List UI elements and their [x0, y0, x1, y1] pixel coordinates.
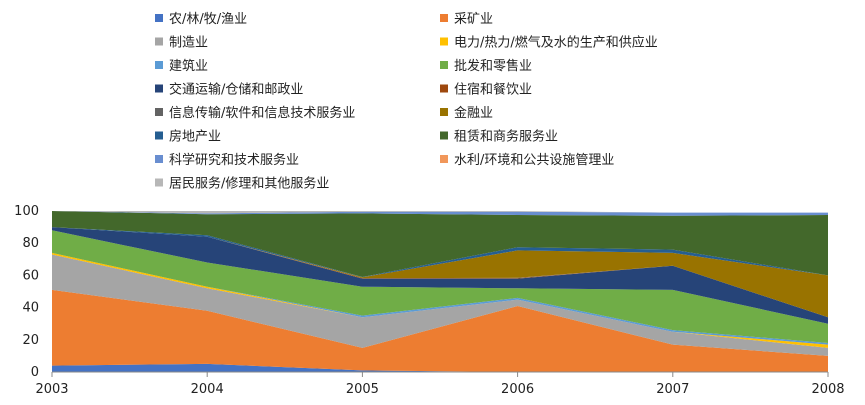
area-series — [52, 363, 828, 372]
legend-swatch — [155, 37, 163, 46]
area-series — [52, 252, 828, 348]
area-series — [52, 230, 828, 343]
legend-swatch — [440, 131, 448, 140]
y-tick-label: 40 — [22, 301, 39, 316]
legend-label: 科学研究和技术服务业 — [169, 152, 299, 168]
legend-label: 房地产业 — [169, 129, 221, 145]
area-series — [52, 289, 828, 372]
legend-swatch — [440, 84, 448, 93]
y-tick-label: 60 — [22, 268, 39, 283]
y-tick-label: 100 — [14, 204, 39, 219]
x-tick-label: 2003 — [35, 382, 68, 397]
legend-label: 批发和零售业 — [454, 58, 532, 74]
area-series — [52, 227, 828, 324]
legend-label: 信息传输/软件和信息技术服务业 — [169, 105, 355, 121]
legend-label: 交通运输/仓储和邮政业 — [169, 82, 303, 98]
legend-label: 建筑业 — [169, 58, 208, 74]
legend-label: 租赁和商务服务业 — [454, 129, 558, 145]
area-series — [52, 227, 828, 318]
area-series — [52, 211, 828, 277]
legend-label: 居民服务/修理和其他服务业 — [169, 176, 329, 192]
legend-swatch — [155, 84, 163, 93]
legend-swatch — [155, 108, 163, 116]
plot-area — [52, 211, 828, 372]
y-tick-label: 80 — [22, 236, 39, 251]
legend-label: 水利/环境和公共设施管理业 — [454, 153, 614, 168]
area-series — [52, 227, 828, 278]
axes: 0 20 40 60 80 100 2003 2004 2005 2006 2007 2008 — [14, 204, 844, 397]
x-tick-label: 2008 — [811, 382, 844, 397]
legend-label: 金融业 — [454, 105, 493, 121]
legend-swatch — [440, 61, 448, 69]
x-tick-label: 2004 — [191, 382, 224, 397]
legend-swatch — [155, 14, 163, 22]
legend-swatch — [155, 61, 163, 69]
y-tick-label: 20 — [22, 333, 39, 348]
legend-label: 住宿和餐饮业 — [454, 82, 532, 98]
y-tick-label: 0 — [31, 365, 39, 380]
legend-swatch — [440, 14, 448, 22]
area-series — [52, 211, 828, 214]
legend-swatch — [440, 37, 448, 46]
legend-label: 电力/热力/燃气及水的生产和供应业 — [454, 35, 658, 51]
legend-swatch — [155, 178, 163, 187]
legend-swatch — [155, 131, 163, 140]
x-tick-label: 2006 — [501, 382, 534, 397]
legend-swatch — [440, 155, 448, 163]
x-tick-label: 2007 — [656, 382, 689, 397]
legend-label: 采矿业 — [454, 12, 493, 27]
x-tick-label: 2005 — [346, 382, 379, 397]
area-series — [52, 254, 828, 356]
legend-label: 制造业 — [169, 36, 208, 51]
legend-label: 农/林/牧/渔业 — [169, 12, 247, 27]
legend-swatch — [440, 108, 448, 116]
area-series — [52, 211, 828, 216]
legend-swatch — [155, 155, 163, 163]
